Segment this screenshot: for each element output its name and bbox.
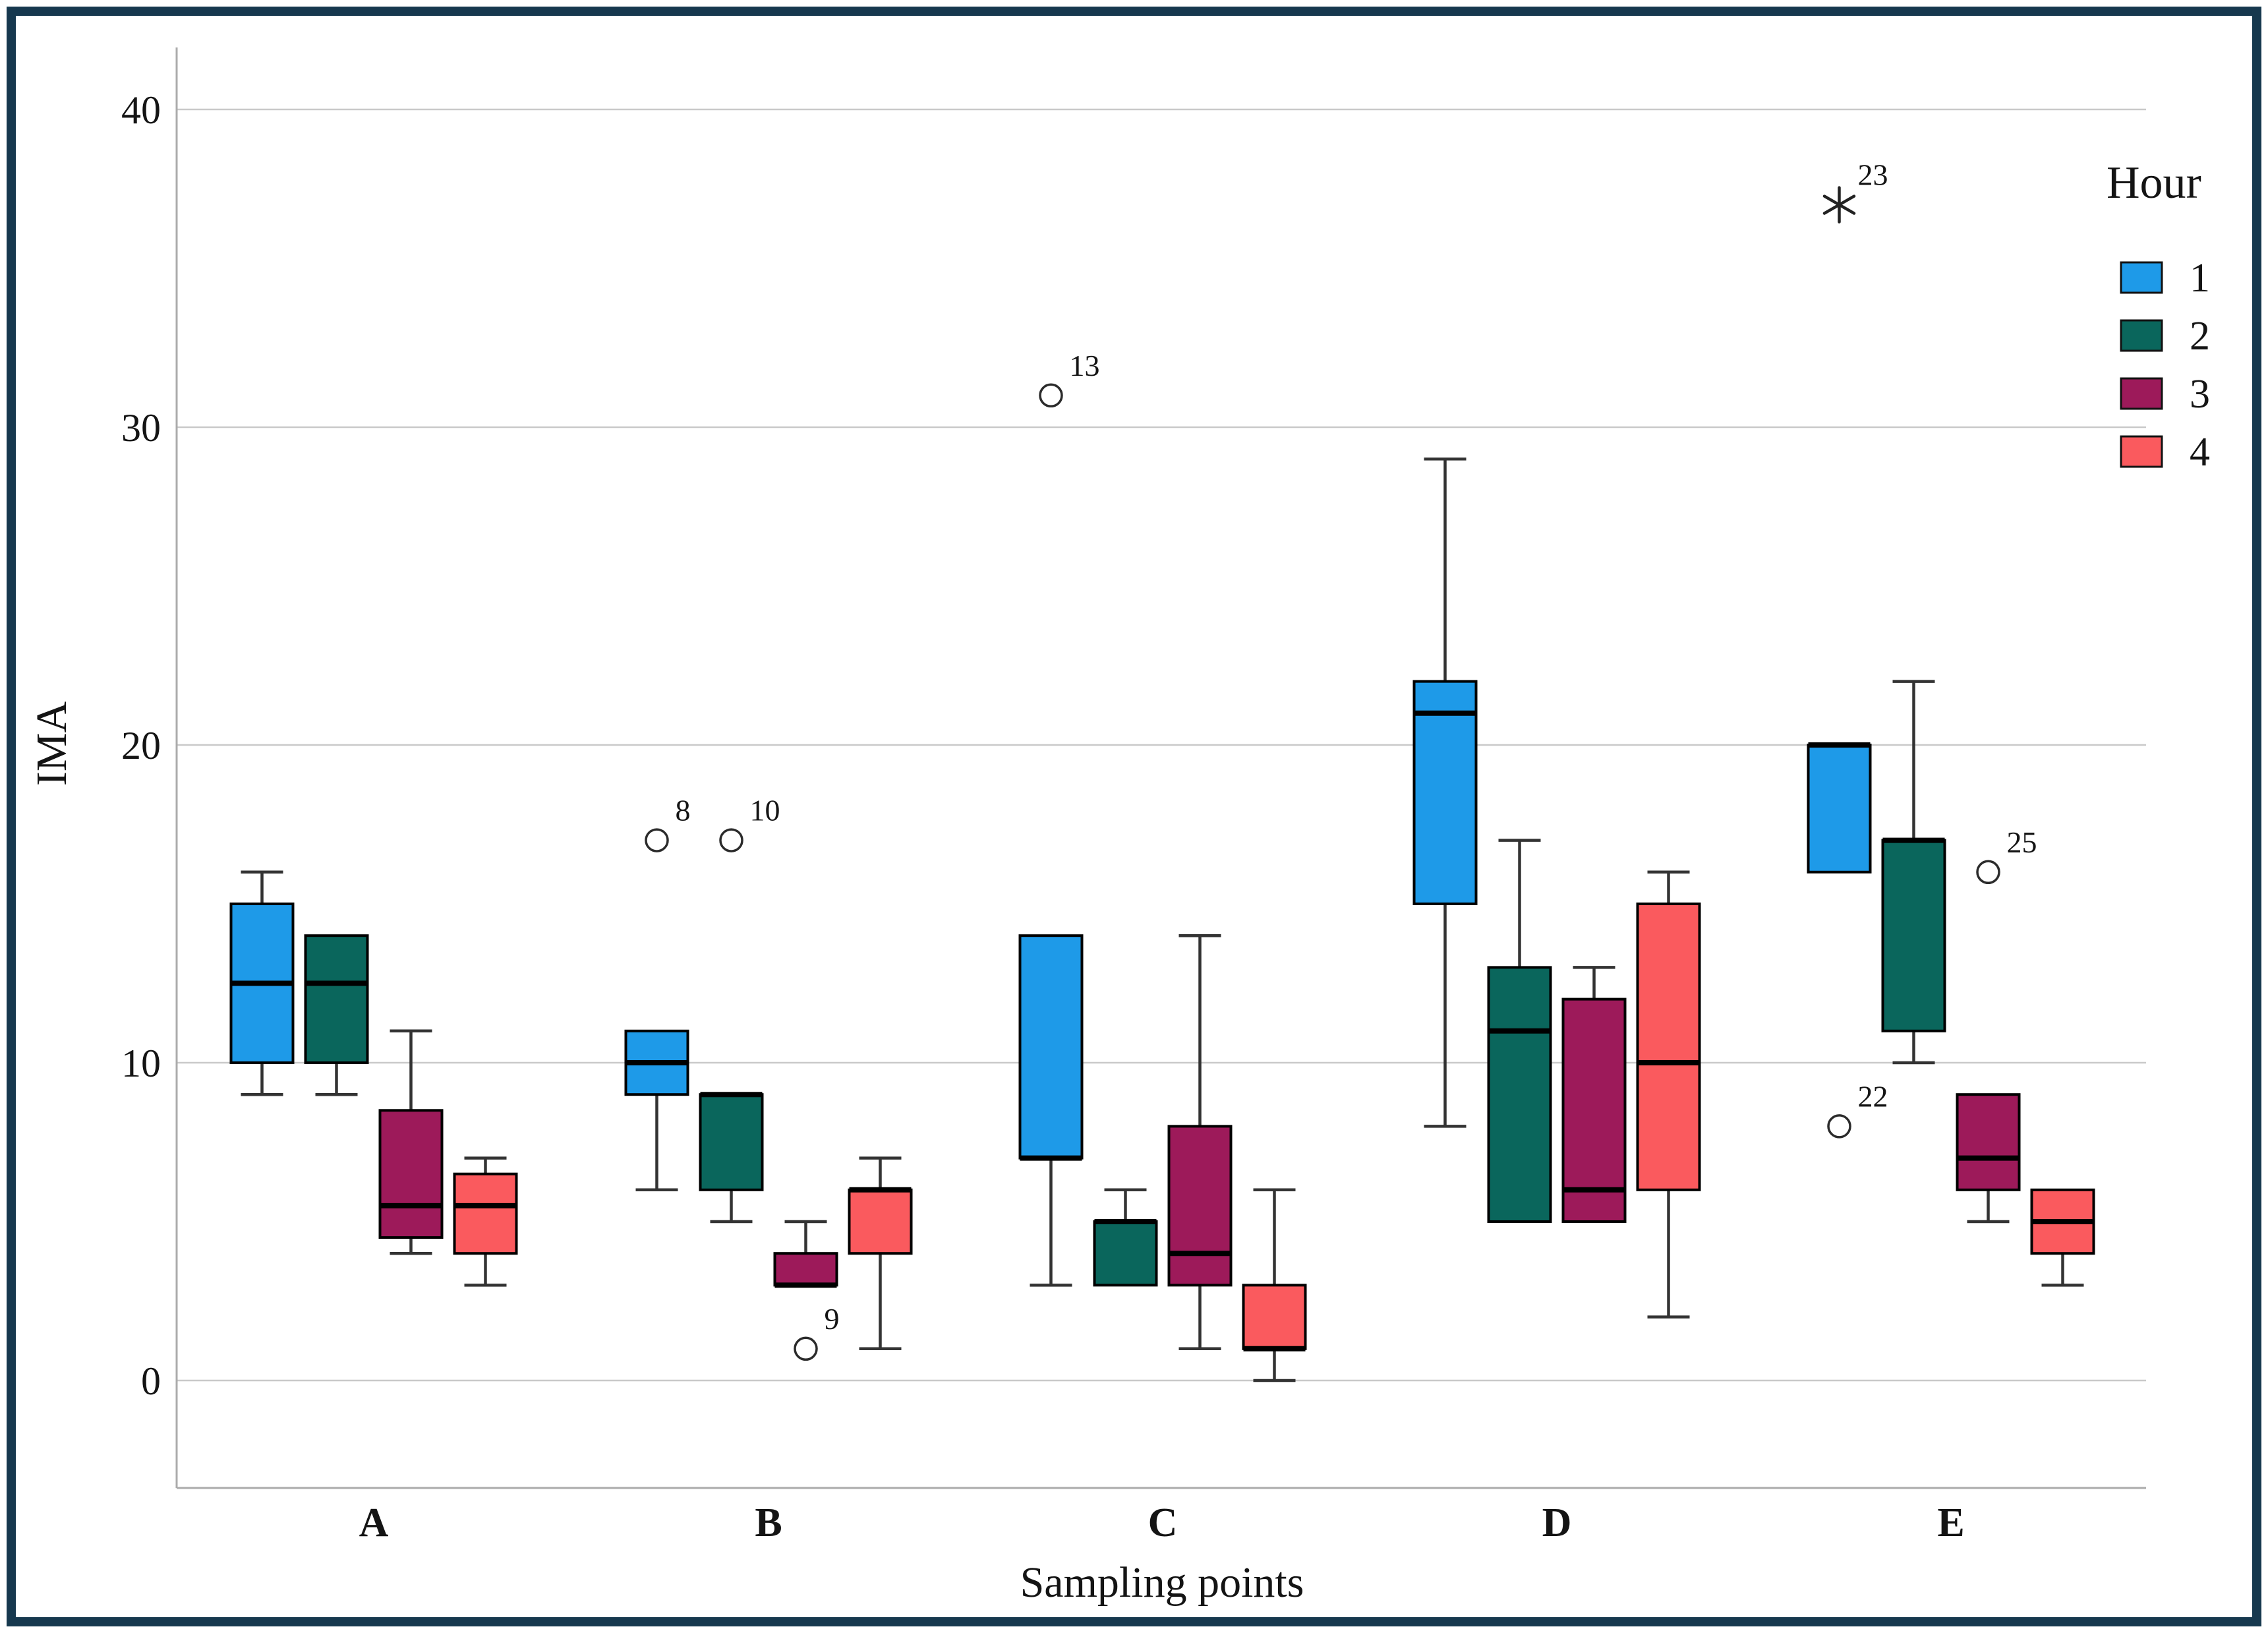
box-B-hour1 [624,1029,689,1192]
iqr-box [699,1093,764,1191]
box-C-hour2 [1093,1188,1158,1287]
box-B-hour3 [773,1220,838,1288]
box-D-hour2 [1487,839,1552,1224]
outlier-case-23: 23 [1822,158,1888,223]
box-E-hour3 [1956,1093,2021,1224]
outlier-case-13: 13 [1039,349,1100,408]
iqr-box [1881,839,1946,1032]
outlier-label: 8 [676,794,691,827]
legend-item-label: 1 [2190,256,2210,301]
y-tick-40: 40 [121,88,161,132]
iqr-box [453,1172,518,1255]
box-E-hour1 [1807,742,1872,874]
outlier-marker [1976,860,2000,885]
outlier-marker [1039,383,1063,408]
box-B-hour2 [699,1092,764,1224]
legend-item-label: 4 [2190,430,2210,475]
box-A-hour2 [304,934,369,1096]
box-D-hour4 [1636,870,1701,1319]
outlier-label: 25 [2007,825,2037,859]
iqr-box [848,1188,913,1255]
category-label-E: E [1937,1500,1964,1545]
axes [175,47,2146,1489]
legend-swatch [2120,319,2163,352]
iqr-box [1412,680,1478,905]
category-label-C: C [1148,1500,1178,1545]
legend-items: 1 2 3 4 [2120,256,2210,475]
legend-item-label: 2 [2190,314,2210,359]
y-axis-title: IMA [28,701,76,787]
y-tick-30: 30 [121,406,161,450]
iqr-box [1956,1093,2021,1191]
iqr-box [1242,1284,1307,1350]
box-B-hour4 [848,1156,913,1351]
box-A-hour3 [378,1029,444,1255]
iqr-box [1561,997,1627,1223]
legend-item-hour-4: 4 [2120,430,2210,475]
y-tick-labels: 0 10 20 30 40 [121,88,161,1403]
outlier-marker [794,1336,818,1361]
legend-item-hour-2: 2 [2120,314,2210,359]
outlier-label: 13 [1070,349,1100,382]
legend-swatch [2120,435,2163,468]
outlier-label: 23 [1858,158,1888,192]
category-label-B: B [755,1500,782,1545]
y-tick-10: 10 [121,1042,161,1085]
outlier-case-10: 10 [719,794,780,852]
outlier-label: 22 [1858,1079,1888,1113]
extreme-outlier-star [1822,186,1856,223]
iqr-box [1167,1125,1233,1287]
legend-item-label: 3 [2190,372,2210,417]
legend-item-hour-1: 1 [2120,256,2210,301]
iqr-box [773,1252,838,1287]
box-C-hour4 [1242,1188,1307,1382]
y-tick-0: 0 [141,1359,161,1403]
outlier-marker [1827,1114,1851,1139]
iqr-box [304,934,369,1064]
box-A-hour1 [229,870,295,1096]
legend-title: Hour [2107,158,2201,208]
legend-swatch [2120,377,2163,410]
box-D-hour1 [1412,457,1478,1128]
box-C-hour1 [1018,934,1084,1287]
outlier-marker [719,828,743,852]
outlier-label: 10 [750,794,780,827]
outlier-marker [645,828,669,852]
category-label-A: A [359,1500,389,1545]
box-E-hour2 [1881,680,1946,1065]
box-D-hour3 [1561,966,1627,1223]
y-tick-20: 20 [121,724,161,767]
outlier-case-25: 25 [1976,825,2037,885]
category-label-D: D [1542,1500,1572,1545]
x-axis-title: Sampling points [1020,1559,1304,1607]
box-A-hour4 [453,1156,518,1287]
outlier-case-8: 8 [645,794,691,852]
outlier-case-9: 9 [794,1302,840,1361]
boxes [229,457,2095,1382]
iqr-box [378,1109,444,1239]
iqr-box [1018,934,1084,1160]
outlier-label: 9 [825,1302,840,1336]
legend: Hour 1 2 3 4 [2107,158,2210,475]
box-C-hour3 [1167,934,1233,1351]
legend-swatch [2120,261,2163,294]
iqr-box [1487,966,1552,1224]
chart-frame [7,7,2261,1626]
outliers: 8 13 23 22 10 9 25 [645,158,2037,1361]
legend-item-hour-3: 3 [2120,372,2210,417]
iqr-box [1807,744,1872,874]
iqr-box [1636,903,1701,1191]
box-E-hour4 [2030,1188,2095,1287]
outlier-case-22: 22 [1827,1079,1888,1139]
iqr-box [1093,1220,1158,1287]
category-labels: A B C D E [359,1500,1965,1545]
